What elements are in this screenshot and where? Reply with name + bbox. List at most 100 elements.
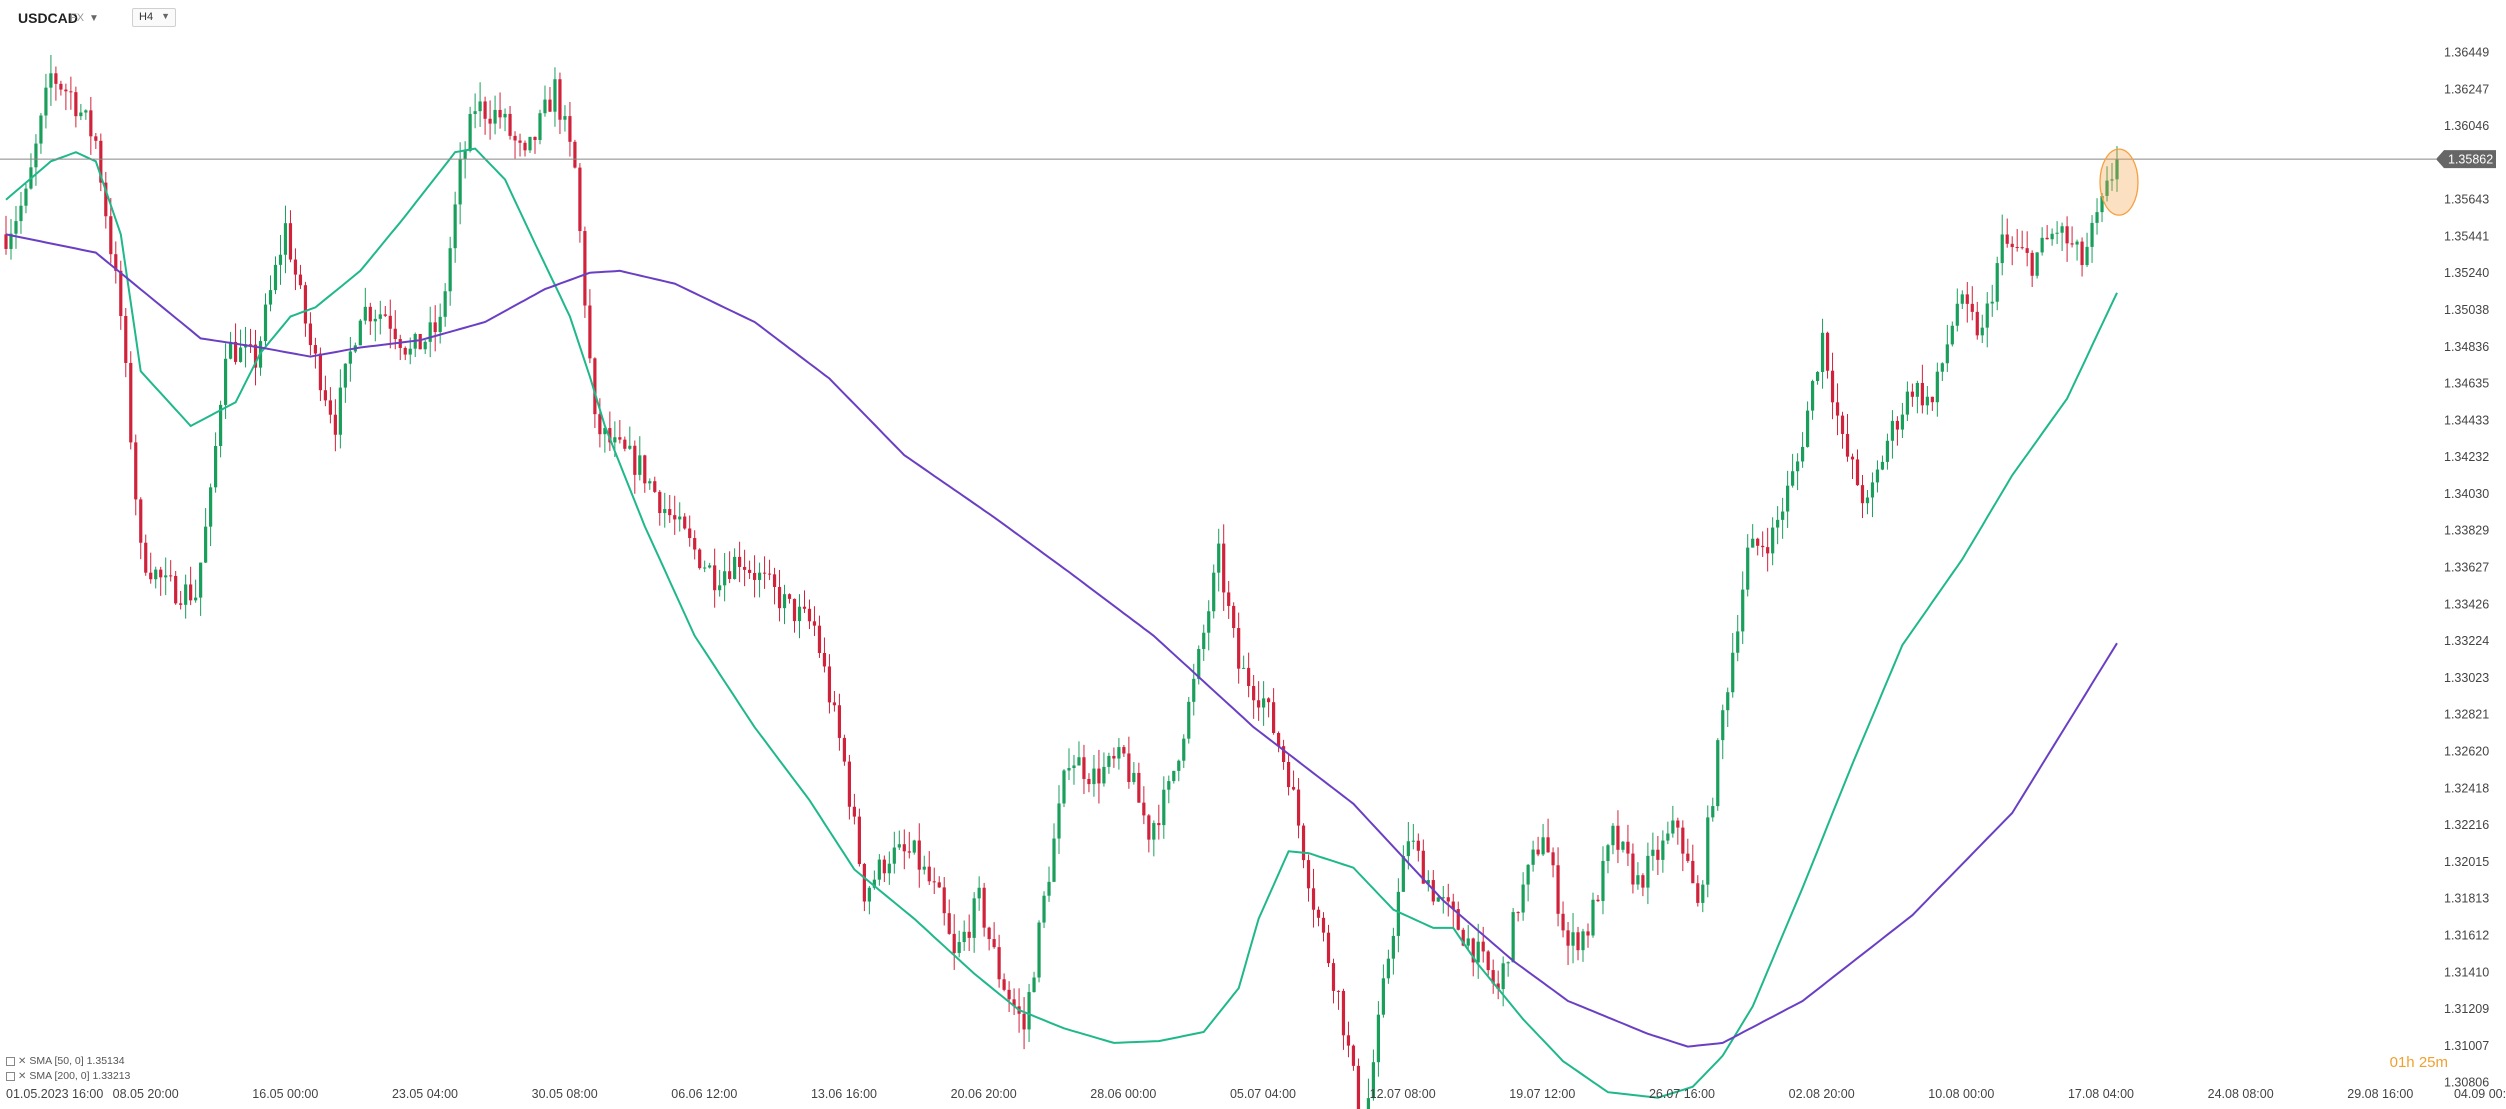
candle-body — [2065, 226, 2069, 244]
candle-body — [558, 79, 562, 120]
candle-body — [388, 315, 392, 329]
candle-body — [792, 598, 797, 622]
candle-body — [453, 204, 457, 249]
candle-body — [1406, 841, 1410, 857]
candle-body — [79, 112, 83, 117]
candle-body — [1007, 989, 1011, 1000]
candle-body — [752, 572, 757, 580]
candle-body — [1237, 628, 1241, 669]
candle-body — [129, 362, 133, 443]
candle-body — [174, 575, 178, 604]
x-tick-label: 02.08 20:00 — [1789, 1087, 1855, 1101]
candle-body — [2055, 232, 2059, 234]
candle-body — [528, 136, 532, 151]
y-tick-label: 1.33627 — [2444, 561, 2489, 575]
highlight-ellipse — [2099, 148, 2139, 216]
candle-body — [1331, 963, 1336, 991]
candle-body — [1800, 446, 1805, 462]
candle-body — [1481, 941, 1485, 952]
candle-body — [1855, 459, 1860, 486]
candle-body — [89, 110, 93, 137]
candle-body — [2000, 234, 2004, 264]
candle-body — [997, 947, 1001, 980]
candle-body — [2005, 234, 2009, 244]
candle-body — [1985, 303, 1989, 328]
y-tick-label: 1.31007 — [2444, 1039, 2489, 1053]
candle-body — [683, 516, 687, 529]
candle-body — [1446, 897, 1450, 902]
close-icon[interactable]: ✕ — [18, 1071, 27, 1082]
candle-body — [1127, 753, 1131, 783]
candle-body — [1267, 698, 1271, 703]
candle-body — [428, 322, 432, 342]
candle-body — [1586, 931, 1590, 936]
candle-body — [977, 887, 981, 899]
candle-body — [1102, 766, 1106, 784]
candle-body — [533, 136, 537, 140]
candle-body — [438, 316, 442, 333]
candle-body — [39, 115, 43, 144]
candle-body — [1341, 990, 1346, 1036]
candle-body — [827, 666, 832, 703]
candle-body — [318, 353, 323, 391]
candle-body — [348, 351, 352, 364]
candle-body — [1815, 371, 1820, 382]
candle-body — [1202, 632, 1206, 650]
candle-body — [1721, 710, 1725, 741]
candle-body — [149, 572, 153, 580]
candle-body — [523, 142, 527, 151]
candle-body — [1965, 294, 1969, 304]
x-tick-label: 20.06 20:00 — [951, 1087, 1017, 1101]
y-tick-label: 1.36046 — [2444, 119, 2489, 133]
legend-sma50[interactable]: ✕ SMA [50, 0] 1.35134 — [6, 1055, 125, 1067]
candle-body — [1022, 1013, 1026, 1030]
candle-body — [1227, 592, 1231, 606]
candle-body — [1062, 770, 1066, 804]
chart-toolbar: USDCAD FX ▼ H4 ▼ — [0, 0, 2506, 34]
candle-body — [1461, 929, 1465, 946]
candle-body — [44, 87, 48, 116]
candle-body — [9, 233, 13, 249]
candle-body — [1217, 543, 1221, 573]
candle-body — [1366, 1098, 1371, 1109]
settings-icon[interactable] — [6, 1056, 15, 1066]
candle-body — [473, 111, 477, 114]
candle-body — [1057, 803, 1061, 839]
candle-body — [69, 91, 73, 93]
timeframe-select[interactable]: H4 ▼ — [132, 8, 176, 27]
candle-body — [119, 270, 123, 317]
y-tick-label: 1.34635 — [2444, 377, 2489, 391]
x-tick-label: 28.06 00:00 — [1090, 1087, 1156, 1101]
candle-body — [1047, 881, 1051, 896]
candle-body — [1825, 332, 1830, 371]
candle-body — [1122, 747, 1126, 754]
candle-body — [1940, 363, 1944, 372]
candle-body — [1990, 301, 1994, 304]
candle-body — [4, 234, 8, 249]
candle-body — [1661, 840, 1665, 860]
legend-sma200[interactable]: ✕ SMA [200, 0] 1.33213 — [6, 1070, 130, 1082]
candle-body — [872, 879, 876, 888]
candle-body — [628, 445, 632, 449]
candle-body — [1291, 787, 1296, 790]
close-icon[interactable]: ✕ — [18, 1056, 27, 1067]
candle-body — [857, 816, 861, 864]
candle-body — [648, 481, 652, 484]
candle-body — [189, 584, 193, 601]
candle-body — [214, 445, 218, 488]
candle-body — [887, 863, 891, 874]
candles — [4, 54, 2119, 1109]
candle-body — [1092, 768, 1096, 785]
settings-icon[interactable] — [6, 1071, 15, 1081]
candle-body — [1930, 396, 1934, 403]
symbol-chevron-down-icon[interactable]: ▼ — [89, 13, 99, 24]
symbol-name[interactable]: USDCAD — [18, 10, 78, 26]
candle-body — [777, 586, 782, 609]
candle-body — [448, 248, 452, 292]
x-tick-label: 06.06 12:00 — [671, 1087, 737, 1101]
candle-body — [458, 159, 462, 205]
candle-body — [1945, 344, 1949, 364]
candle-body — [1950, 325, 1954, 345]
candle-body — [184, 584, 188, 605]
